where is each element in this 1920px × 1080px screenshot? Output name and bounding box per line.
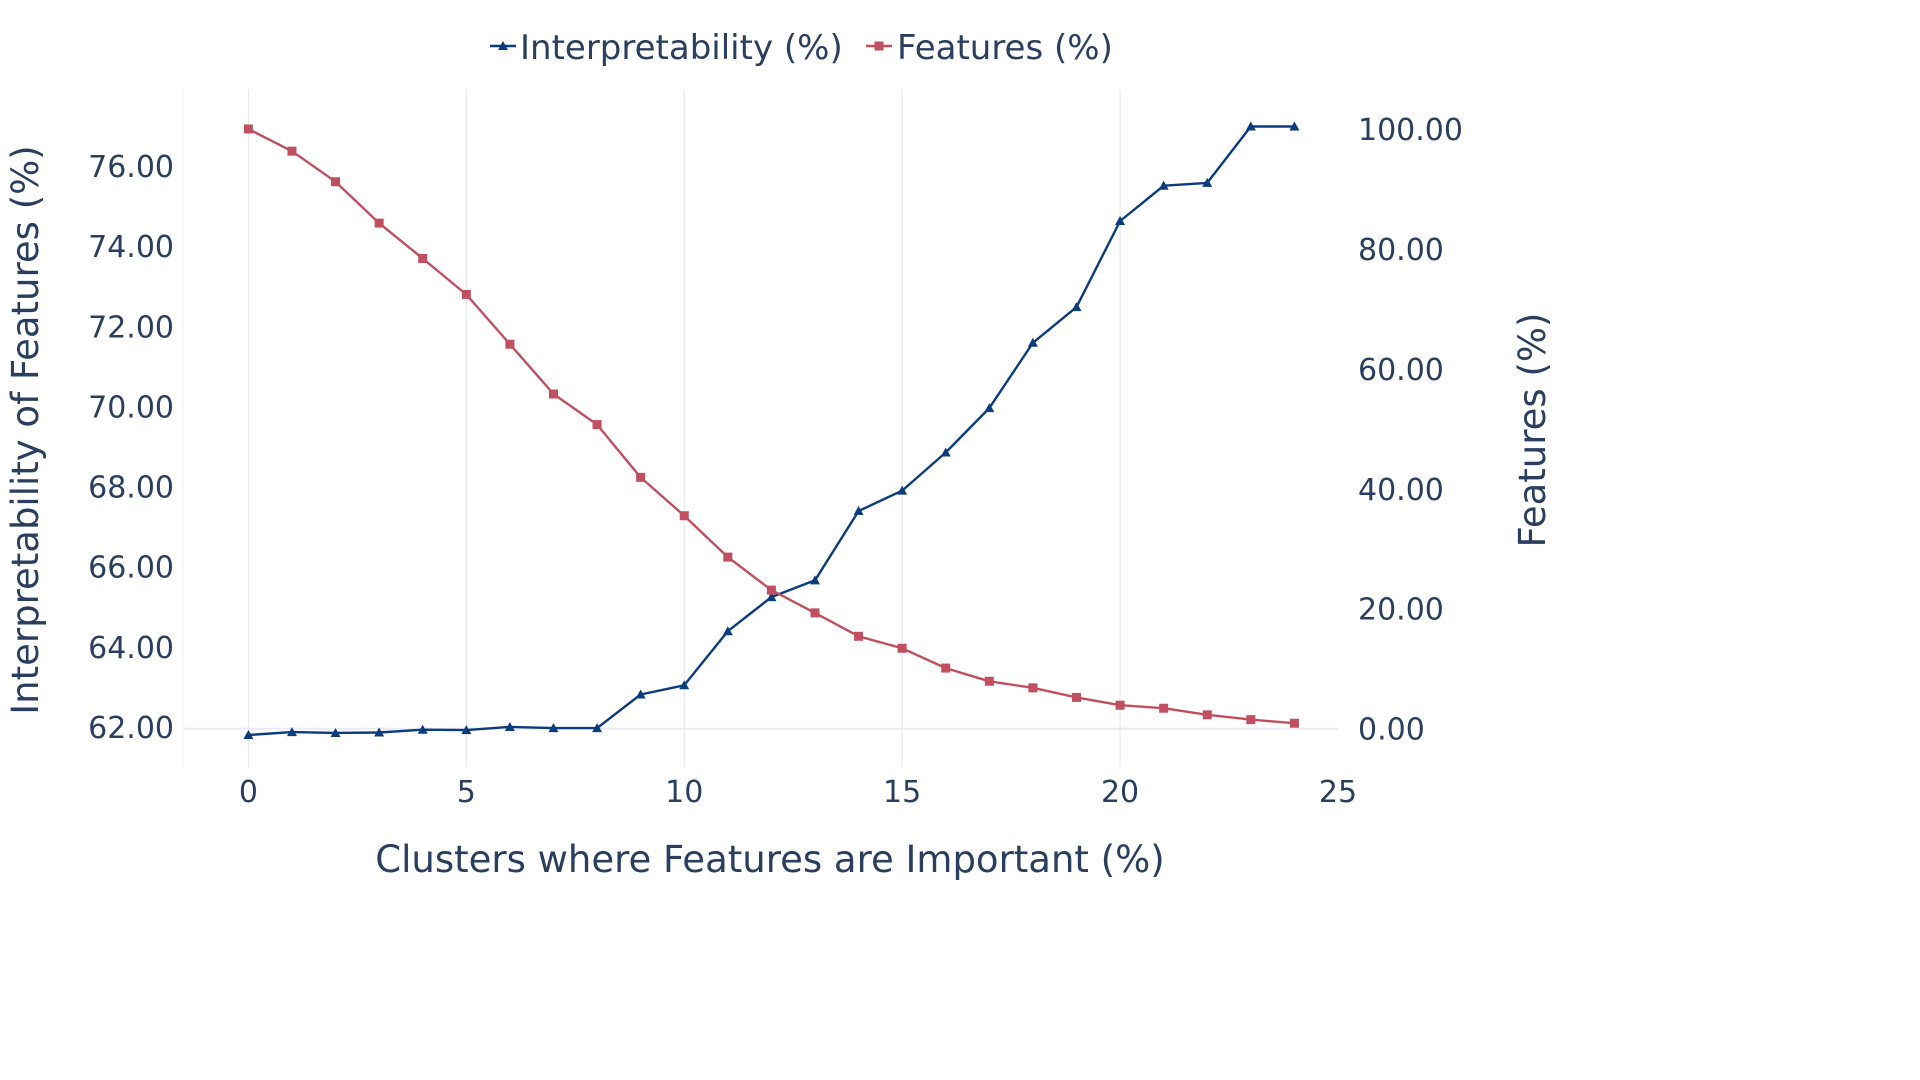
data-point-features	[1159, 703, 1169, 713]
y-axis-left-title: Interpretability of Features (%)	[4, 145, 47, 714]
x-tick-label: 10	[665, 775, 703, 810]
y-left-tick-label: 68.00	[88, 471, 174, 506]
data-point-interpretability	[940, 447, 951, 457]
data-point-features	[723, 552, 733, 562]
legend-label: Interpretability (%)	[520, 28, 843, 68]
data-point-features	[1115, 700, 1125, 710]
data-point-interpretability	[374, 727, 385, 737]
data-point-features	[1028, 683, 1038, 693]
data-point-features	[592, 420, 602, 430]
data-point-features	[810, 608, 820, 618]
data-point-features	[941, 663, 951, 673]
chart-container: 0 5 10 15 20 25 62.00 64.00 66.00 68.00 70.00 72.00…	[4, 28, 1554, 881]
y-left-tick-label: 62.00	[88, 711, 174, 746]
data-point-features	[418, 254, 428, 264]
y-left-tick-label: 64.00	[88, 631, 174, 666]
data-point-features	[505, 339, 515, 349]
data-point-features	[331, 177, 341, 187]
data-point-features	[679, 511, 689, 521]
axis-layer: 0 5 10 15 20 25 62.00 64.00 66.00 68.00 70.00 72.00…	[88, 113, 1463, 810]
data-point-features	[374, 218, 384, 228]
data-point-interpretability	[548, 723, 559, 733]
data-point-interpretability	[1289, 121, 1300, 131]
data-point-interpretability	[984, 403, 995, 413]
data-point-interpretability	[1202, 177, 1213, 187]
data-point-interpretability	[243, 729, 254, 739]
legend-marker	[498, 41, 508, 50]
data-point-features	[1071, 692, 1081, 702]
legend-marker	[874, 41, 884, 51]
data-point-features	[1202, 710, 1212, 720]
x-tick-label: 25	[1319, 775, 1357, 810]
data-point-features	[243, 124, 253, 134]
data-point-features	[461, 289, 471, 299]
y-right-tick-label: 100.00	[1358, 113, 1463, 148]
y-right-tick-label: 40.00	[1358, 473, 1444, 508]
data-point-interpretability	[504, 721, 515, 731]
data-point-interpretability	[1115, 215, 1126, 225]
x-axis-title: Clusters where Features are Important (%…	[375, 838, 1164, 881]
data-point-interpretability	[635, 689, 646, 699]
line-chart: 0 5 10 15 20 25 62.00 64.00 66.00 68.00 70.00 72.00…	[4, 28, 1554, 881]
data-point-interpretability	[853, 506, 864, 516]
data-point-interpretability	[1245, 121, 1256, 131]
y-axis-right-title: Features (%)	[1511, 313, 1554, 548]
grid-layer	[182, 90, 1338, 767]
series-line-interpretability	[248, 125, 1295, 737]
y-left-tick-label: 76.00	[88, 150, 174, 185]
legend-item-interpretability: Interpretability (%)	[490, 28, 843, 68]
data-point-features	[766, 585, 776, 595]
series-line-features	[247, 127, 1295, 725]
data-point-interpretability	[417, 724, 428, 734]
y-left-tick-label: 74.00	[88, 230, 174, 265]
y-right-tick-label: 0.00	[1358, 713, 1425, 748]
data-point-features	[897, 643, 907, 653]
data-point-features	[287, 146, 297, 156]
series-layer	[243, 121, 1300, 739]
x-tick-label: 5	[457, 775, 476, 810]
data-point-features	[1246, 715, 1256, 725]
data-point-interpretability	[1027, 337, 1038, 347]
data-point-interpretability	[679, 680, 690, 690]
data-point-interpretability	[766, 592, 777, 602]
data-point-features	[636, 472, 646, 482]
y-left-tick-label: 66.00	[88, 551, 174, 586]
x-tick-label: 20	[1101, 775, 1139, 810]
data-point-interpretability	[1071, 302, 1082, 312]
data-point-interpretability	[1158, 180, 1169, 190]
x-tick-label: 15	[883, 775, 921, 810]
data-point-interpretability	[592, 723, 603, 733]
data-point-features	[1289, 718, 1299, 728]
data-point-features	[854, 631, 864, 641]
data-point-interpretability	[897, 485, 908, 495]
data-point-interpretability	[330, 727, 341, 737]
data-point-interpretability	[722, 626, 733, 636]
y-right-tick-label: 80.00	[1358, 233, 1444, 268]
legend-label: Features (%)	[897, 28, 1113, 68]
x-tick-label: 0	[239, 775, 258, 810]
legend: Interpretability (%) Features (%)	[490, 28, 1113, 68]
y-right-tick-label: 20.00	[1358, 593, 1444, 628]
y-left-tick-label: 70.00	[88, 390, 174, 425]
data-point-features	[984, 676, 994, 686]
data-point-interpretability	[461, 725, 472, 735]
data-point-features	[548, 389, 558, 399]
legend-item-features: Features (%)	[866, 28, 1113, 68]
data-point-interpretability	[809, 575, 820, 585]
data-point-interpretability	[286, 727, 297, 737]
y-right-tick-label: 60.00	[1358, 353, 1444, 388]
y-left-tick-label: 72.00	[88, 310, 174, 345]
